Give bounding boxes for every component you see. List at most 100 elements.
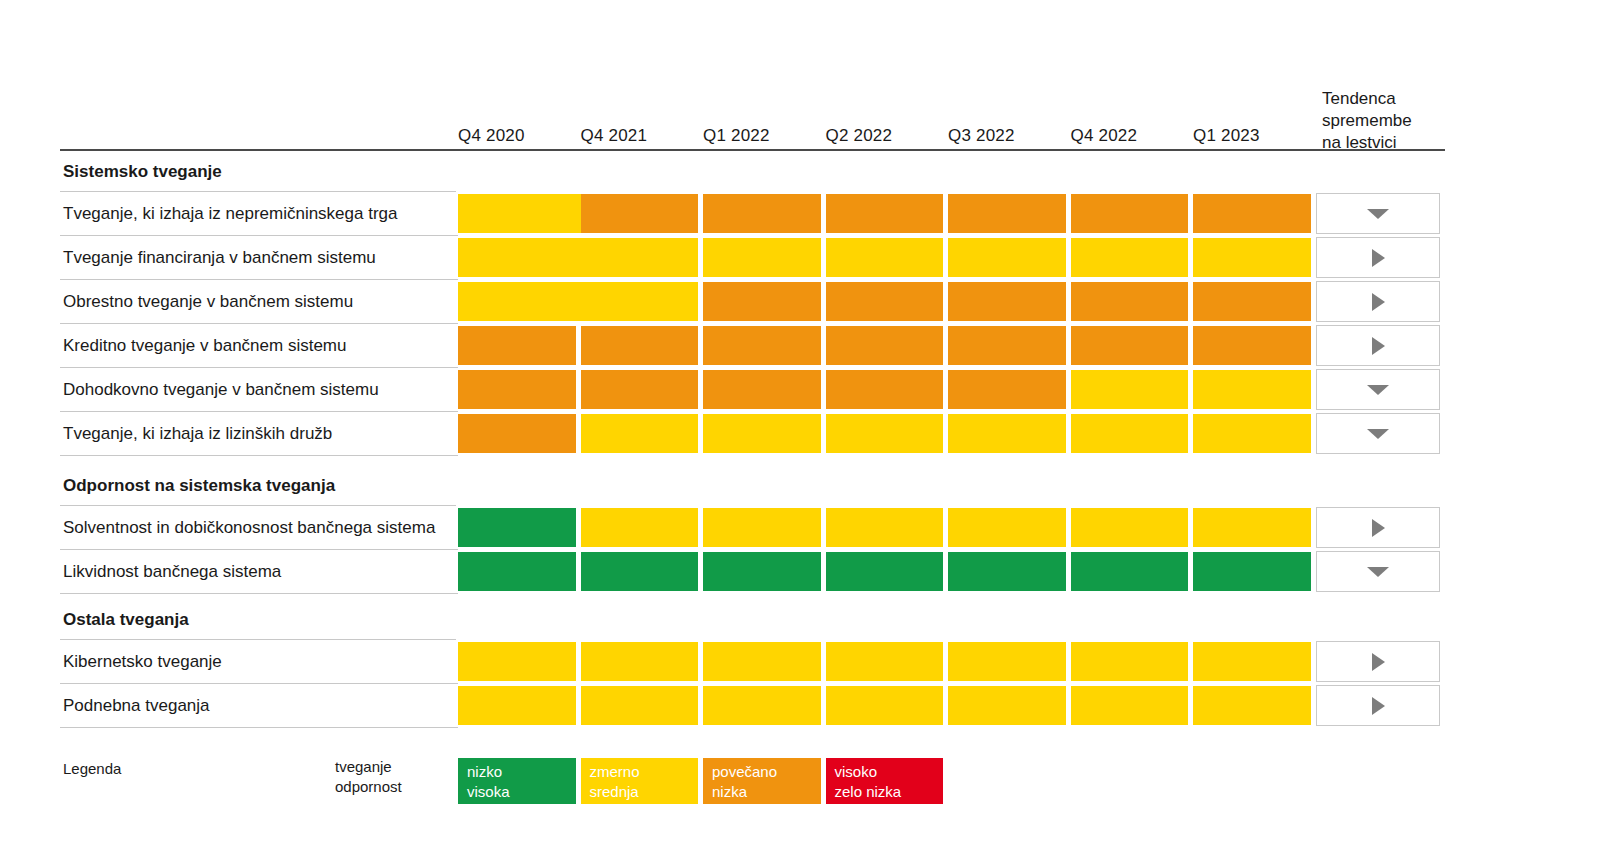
trend-cell: [1316, 551, 1440, 592]
risk-cell: [948, 686, 1066, 725]
risk-cell: [458, 552, 576, 591]
section-title: Odpornost na sistemska tveganja: [60, 476, 456, 506]
risk-cell: [703, 326, 821, 365]
risk-cell: [948, 414, 1066, 453]
row-cells: [458, 506, 1316, 550]
row-label: Dohodkovno tveganje v bančnem sistemu: [60, 368, 458, 412]
trend-cell: [1316, 193, 1440, 234]
trend-right-icon: [1372, 337, 1385, 355]
legend-axis-risk-label: tveganje: [335, 757, 402, 777]
trend-column-header-line: Tendenca: [1322, 88, 1412, 110]
legend-axis-resilience-label: odpornost: [335, 777, 402, 797]
row-label: Kreditno tveganje v bančnem sistemu: [60, 324, 458, 368]
risk-heatmap-figure: Q4 2020 Q4 2021 Q1 2022 Q2 2022 Q3 2022 …: [0, 0, 1600, 867]
risk-cell: [826, 282, 944, 321]
row-cells: [458, 684, 1316, 728]
row-cells: [458, 280, 1316, 324]
section-row: Sistemsko tveganje: [60, 151, 1450, 192]
risk-cell: [826, 686, 944, 725]
risk-cell: [1193, 194, 1311, 233]
trend-column-header-line: spremembe: [1322, 110, 1412, 132]
table-row: Solventnost in dobičkonosnost bančnega s…: [60, 506, 1450, 550]
trend-down-icon: [1367, 385, 1389, 395]
trend-right-icon: [1372, 653, 1385, 671]
table-row: Obrestno tveganje v bančnem sistemu: [60, 280, 1450, 324]
row-cells: [458, 550, 1316, 594]
row-cells: [458, 324, 1316, 368]
row-cells: [458, 368, 1316, 412]
trend-right-icon: [1372, 519, 1385, 537]
risk-cell: [948, 326, 1066, 365]
trend-right-icon: [1372, 293, 1385, 311]
risk-cell: [826, 508, 944, 547]
column-header: Q1 2022: [703, 126, 826, 146]
risk-cell: [1071, 282, 1189, 321]
risk-cell: [458, 194, 581, 233]
column-header: Q4 2021: [581, 126, 704, 146]
risk-cell: [703, 194, 821, 233]
risk-cell: [581, 686, 699, 725]
risk-cell: [458, 326, 576, 365]
risk-cell: [458, 642, 576, 681]
risk-cell: [1071, 370, 1189, 409]
risk-cell: [1193, 326, 1311, 365]
trend-down-icon: [1367, 209, 1389, 219]
section-title: Sistemsko tveganje: [60, 162, 456, 192]
risk-cell: [458, 508, 576, 547]
table-row: Tveganje, ki izhaja iz lizinških družb: [60, 412, 1450, 456]
row-label: Obrestno tveganje v bančnem sistemu: [60, 280, 458, 324]
risk-cell: [581, 414, 699, 453]
trend-cell: [1316, 641, 1440, 682]
risk-cell: [581, 552, 699, 591]
risk-cell: [458, 238, 581, 277]
trend-right-icon: [1372, 249, 1385, 267]
risk-cell: [1193, 238, 1311, 277]
column-header: Q3 2022: [948, 126, 1071, 146]
table-row: Tveganje financiranja v bančnem sistemu: [60, 236, 1450, 280]
risk-cell: [1193, 370, 1311, 409]
trend-cell: [1316, 507, 1440, 548]
risk-cell: [581, 370, 699, 409]
row-cells: [458, 412, 1316, 456]
risk-cell: [826, 370, 944, 409]
risk-cell: [948, 508, 1066, 547]
legend-resilience-label: zelo nizka: [835, 782, 944, 802]
trend-down-icon: [1367, 567, 1389, 577]
risk-cell: [581, 282, 699, 321]
legend-item: povečanonizka: [703, 758, 821, 804]
table-row: Likvidnost bančnega sistema: [60, 550, 1450, 594]
risk-cell: [581, 238, 699, 277]
risk-cell: [703, 552, 821, 591]
risk-cell: [1193, 508, 1311, 547]
row-label: Podnebna tveganja: [60, 684, 458, 728]
section-title: Ostala tveganja: [60, 610, 456, 640]
risk-cell: [948, 370, 1066, 409]
risk-cell: [703, 370, 821, 409]
risk-cell: [826, 642, 944, 681]
risk-cell: [1071, 552, 1189, 591]
row-cells: [458, 236, 1316, 280]
row-cells: [458, 640, 1316, 684]
risk-cell: [581, 508, 699, 547]
legend-title: Legenda: [63, 760, 121, 777]
risk-cell: [826, 194, 944, 233]
risk-cell: [1071, 686, 1189, 725]
table-row: Dohodkovno tveganje v bančnem sistemu: [60, 368, 1450, 412]
risk-cell: [948, 238, 1066, 277]
risk-cell: [703, 642, 821, 681]
section-row: Odpornost na sistemska tveganja: [60, 456, 1450, 506]
risk-cell: [948, 194, 1066, 233]
trend-cell: [1316, 685, 1440, 726]
risk-cell: [458, 282, 581, 321]
legend-resilience-label: nizka: [712, 782, 821, 802]
risk-cell: [1071, 414, 1189, 453]
trend-cell: [1316, 413, 1440, 454]
risk-cell: [1071, 642, 1189, 681]
risk-cell: [1071, 194, 1189, 233]
legend-axis-labels: tveganje odpornost: [335, 757, 402, 797]
legend-risk-label: povečano: [712, 762, 821, 782]
trend-down-icon: [1367, 429, 1389, 439]
risk-cell: [948, 552, 1066, 591]
trend-right-icon: [1372, 697, 1385, 715]
legend-risk-label: nizko: [467, 762, 576, 782]
